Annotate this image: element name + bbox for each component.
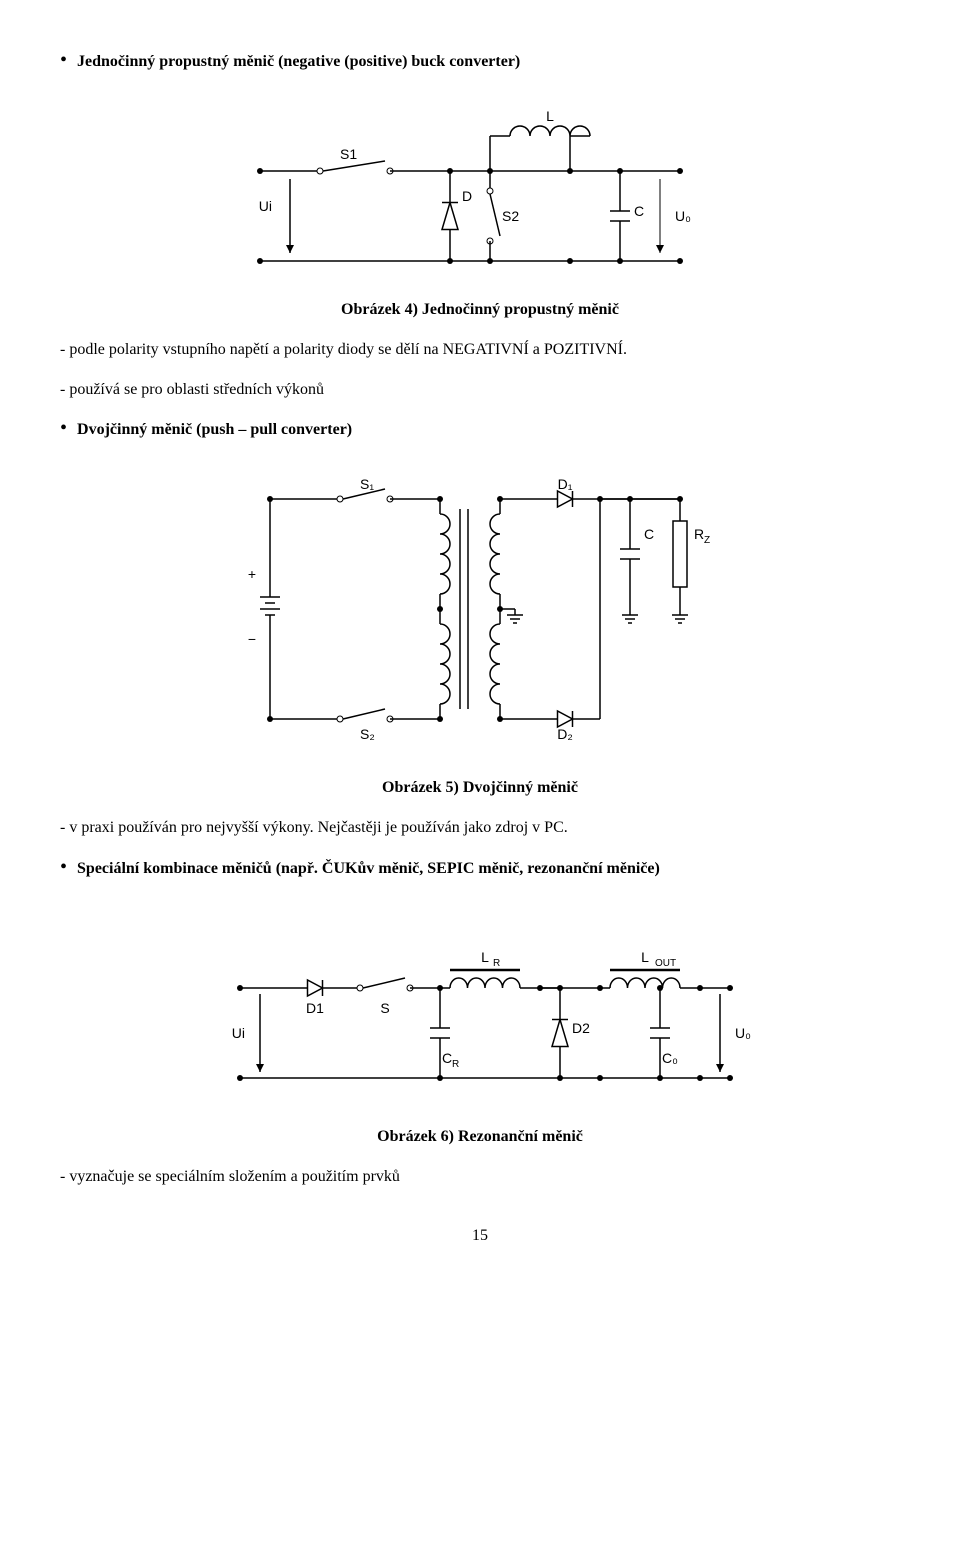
svg-text:Z: Z — [704, 535, 710, 546]
svg-text:D₂: D₂ — [557, 726, 573, 742]
svg-text:C₀: C₀ — [662, 1050, 678, 1066]
figure-4-buck-schematic: Ui D S2 C U₀ L S1 — [220, 91, 740, 291]
heading-pushpull: • Dvojčinný měnič (push – pull converter… — [60, 418, 900, 439]
para-polarity: - podle polarity vstupního napětí a pola… — [60, 339, 900, 361]
svg-text:D₁: D₁ — [558, 476, 573, 492]
svg-text:C: C — [634, 203, 644, 219]
page-number: 15 — [60, 1227, 900, 1245]
para-highest-power: - v praxi používán pro nejvyšší výkony. … — [60, 817, 900, 839]
svg-text:U₀: U₀ — [675, 208, 691, 224]
svg-text:S: S — [380, 1000, 389, 1016]
para-medium-power: - používá se pro oblasti středních výkon… — [60, 379, 900, 401]
svg-text:S₂: S₂ — [360, 726, 375, 742]
svg-text:D2: D2 — [572, 1020, 590, 1036]
svg-text:R: R — [694, 526, 704, 542]
svg-text:S1: S1 — [340, 146, 357, 162]
heading-special: • Speciální kombinace měničů (např. ČUKů… — [60, 857, 900, 878]
svg-text:L: L — [641, 949, 649, 965]
bullet-dot: • — [60, 50, 67, 70]
para-special: - vyznačuje se speciálním složením a pou… — [60, 1166, 900, 1188]
svg-text:Ui: Ui — [259, 198, 272, 214]
heading-pushpull-text: Dvojčinný měnič (push – pull converter) — [77, 421, 352, 439]
svg-text:L: L — [481, 949, 489, 965]
heading-buck-text: Jednočinný propustný měnič (negative (po… — [77, 53, 520, 71]
svg-text:Ui: Ui — [232, 1025, 245, 1041]
svg-text:D: D — [462, 188, 472, 204]
svg-text:S2: S2 — [502, 208, 519, 224]
caption-fig4: Obrázek 4) Jednočinný propustný měnič — [60, 301, 900, 319]
svg-text:S₁: S₁ — [360, 476, 374, 492]
svg-text:OUT: OUT — [655, 958, 676, 969]
svg-text:C: C — [442, 1050, 452, 1066]
caption-fig5: Obrázek 5) Dvojčinný měnič — [60, 779, 900, 797]
bullet-dot: • — [60, 857, 67, 877]
svg-text:+: + — [248, 566, 256, 582]
svg-text:R: R — [493, 958, 500, 969]
svg-text:L: L — [546, 108, 554, 124]
bullet-dot: • — [60, 418, 67, 438]
caption-fig6: Obrázek 6) Rezonanční měnič — [60, 1128, 900, 1146]
heading-special-text: Speciální kombinace měničů (např. ČUKův … — [77, 860, 660, 878]
svg-text:−: − — [248, 631, 256, 647]
svg-text:C: C — [644, 526, 654, 542]
figure-5-pushpull-schematic: + − S₁ S₂ D₁ D₂ C RZ — [220, 459, 740, 769]
figure-6-resonant-schematic: UiCRD2C₀U₀LRLOUTD1S — [200, 898, 760, 1118]
svg-text:R: R — [452, 1059, 459, 1070]
svg-text:U₀: U₀ — [735, 1025, 751, 1041]
svg-text:D1: D1 — [306, 1000, 324, 1016]
heading-buck: • Jednočinný propustný měnič (negative (… — [60, 50, 900, 71]
